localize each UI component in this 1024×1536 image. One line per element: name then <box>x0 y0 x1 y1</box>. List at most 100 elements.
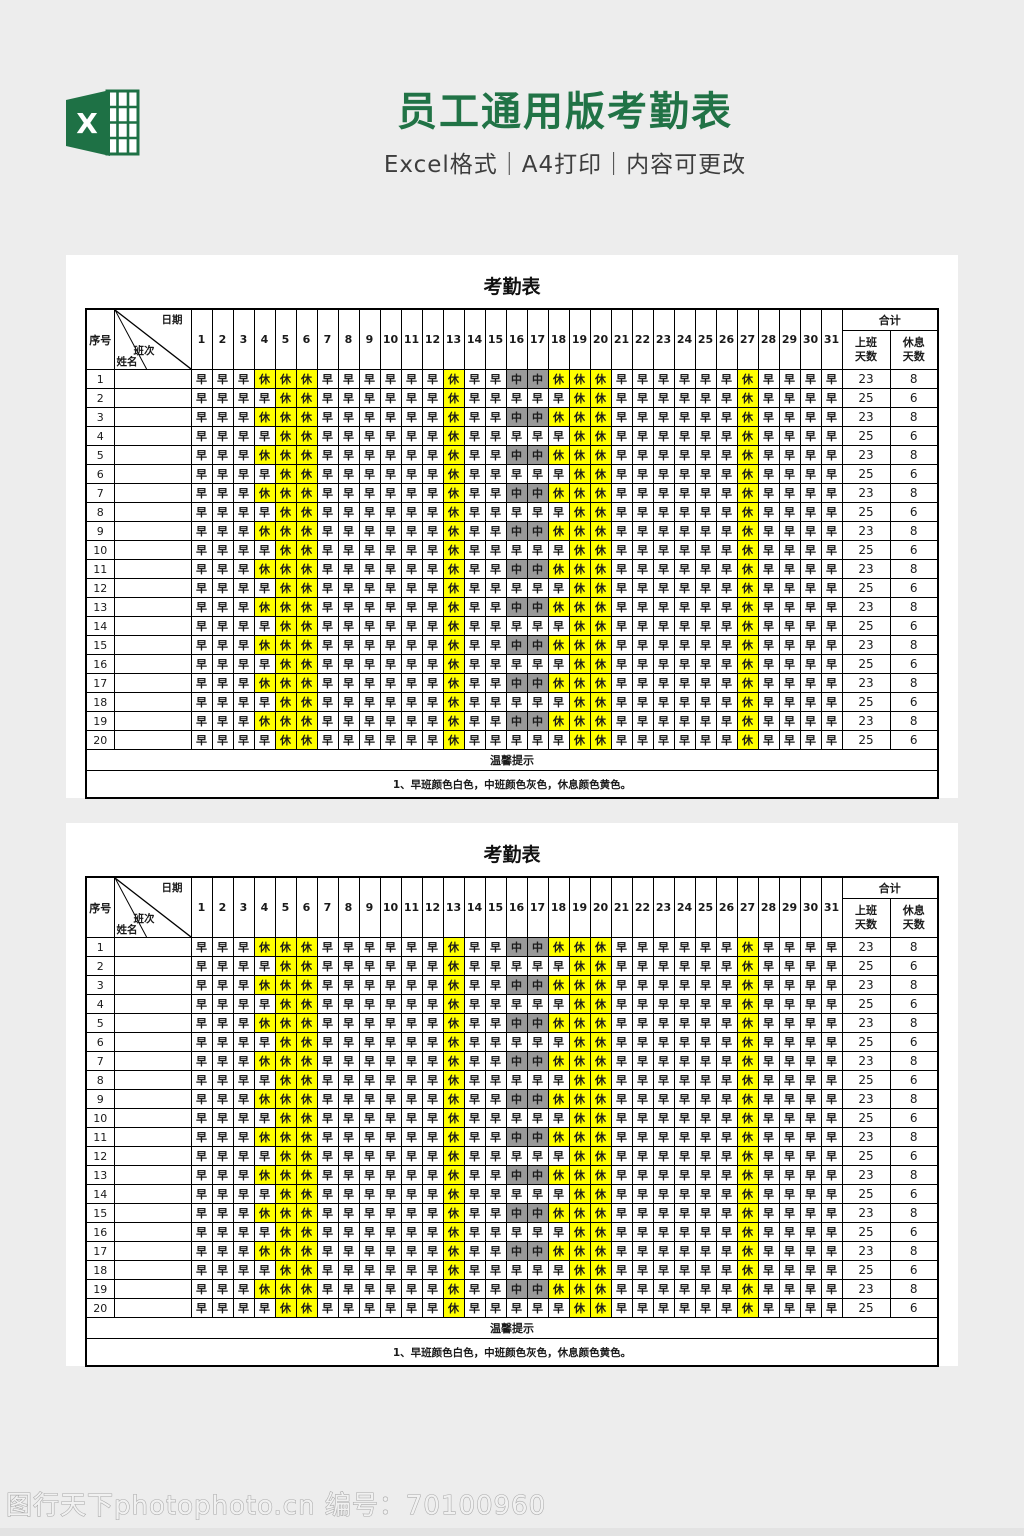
shift-cell: 休 <box>589 1260 612 1280</box>
shift-cell: 早 <box>316 388 339 408</box>
employee-row: 6 早早早早休休早早早早早早休早早早早早休休早早早早早早休早早早早 25 6 <box>85 464 939 484</box>
shift-cell: 早 <box>190 464 213 484</box>
shift-cell: 休 <box>274 1089 297 1109</box>
shift-cell: 休 <box>274 369 297 389</box>
shift-cell: 早 <box>316 1146 339 1166</box>
shift-cell: 早 <box>694 1203 717 1223</box>
shift-cell: 休 <box>547 937 570 957</box>
shift-cell: 早 <box>190 1032 213 1052</box>
shift-cell: 早 <box>799 1241 822 1261</box>
shift-cell: 早 <box>610 616 633 636</box>
shift-cell: 早 <box>631 1279 654 1299</box>
shift-cell: 休 <box>589 673 612 693</box>
shift-cell: 早 <box>358 975 381 995</box>
tip-note: 1、早班颜色白色，中班颜色灰色，休息颜色黄色。 <box>85 770 939 799</box>
shift-cell: 早 <box>694 1051 717 1071</box>
shift-cell: 休 <box>442 616 465 636</box>
shift-cell: 早 <box>694 1089 717 1109</box>
shift-cell: 早 <box>694 654 717 674</box>
shift-cell: 早 <box>463 937 486 957</box>
shift-cell: 早 <box>463 1146 486 1166</box>
employee-name-cell <box>113 502 192 522</box>
shift-cell: 早 <box>400 445 423 465</box>
shift-cell: 早 <box>673 426 696 446</box>
shift-cell: 早 <box>421 559 444 579</box>
shift-cell: 早 <box>400 1146 423 1166</box>
shift-cell: 早 <box>778 692 801 712</box>
shift-cell: 早 <box>505 1108 528 1128</box>
work-days-value: 25 <box>841 1260 891 1280</box>
shift-cell: 早 <box>358 407 381 427</box>
shift-cell: 中 <box>505 483 528 503</box>
shift-cell: 休 <box>442 502 465 522</box>
shift-cell: 早 <box>547 1108 570 1128</box>
shift-cell: 休 <box>295 540 318 560</box>
shift-cell: 休 <box>253 1203 276 1223</box>
shift-cell: 早 <box>715 1241 738 1261</box>
shift-cell: 中 <box>505 1165 528 1185</box>
shift-cell: 休 <box>442 654 465 674</box>
shift-cell: 休 <box>295 1127 318 1147</box>
shift-cell: 早 <box>631 616 654 636</box>
shift-cell: 早 <box>673 597 696 617</box>
shift-cell: 早 <box>631 692 654 712</box>
work-days-value: 23 <box>841 559 891 579</box>
shift-cell: 早 <box>484 1089 507 1109</box>
day-header: 21 <box>610 308 633 370</box>
shift-cell: 休 <box>274 559 297 579</box>
shift-cell: 早 <box>211 1146 234 1166</box>
shift-cell: 早 <box>547 1032 570 1052</box>
shift-cell: 早 <box>631 1127 654 1147</box>
shift-cell: 早 <box>673 1165 696 1185</box>
shift-cell: 早 <box>631 369 654 389</box>
shift-cell: 早 <box>715 692 738 712</box>
shift-cell: 早 <box>778 1013 801 1033</box>
shift-cell: 早 <box>715 1089 738 1109</box>
corner-name-label: 姓名 <box>116 924 138 936</box>
shift-cell: 早 <box>694 407 717 427</box>
shift-cell: 早 <box>337 1184 360 1204</box>
shift-cell: 早 <box>505 616 528 636</box>
shift-cell: 中 <box>505 1089 528 1109</box>
shift-cell: 早 <box>799 1070 822 1090</box>
shift-cell: 早 <box>232 1127 255 1147</box>
shift-cell: 早 <box>421 407 444 427</box>
shift-cell: 早 <box>463 956 486 976</box>
shift-cell: 早 <box>778 597 801 617</box>
shift-cell: 中 <box>526 369 549 389</box>
shift-cell: 早 <box>694 1070 717 1090</box>
shift-cell: 早 <box>379 1241 402 1261</box>
shift-cell: 早 <box>673 388 696 408</box>
shift-cell: 早 <box>337 1298 360 1318</box>
employee-name-cell <box>113 521 192 541</box>
shift-cell: 休 <box>442 1013 465 1033</box>
shift-cell: 早 <box>484 1222 507 1242</box>
shift-cell: 休 <box>253 937 276 957</box>
shift-cell: 早 <box>526 1184 549 1204</box>
shift-cell: 早 <box>211 1070 234 1090</box>
shift-cell: 早 <box>610 1013 633 1033</box>
shift-cell: 早 <box>421 1184 444 1204</box>
shift-cell: 早 <box>799 1089 822 1109</box>
work-days-value: 25 <box>841 426 891 446</box>
shift-cell: 早 <box>820 1184 843 1204</box>
shift-cell: 早 <box>358 1089 381 1109</box>
shift-cell: 早 <box>799 1298 822 1318</box>
shift-cell: 休 <box>736 426 759 446</box>
employee-name-cell <box>113 1070 192 1090</box>
day-header: 12 <box>421 876 444 938</box>
shift-cell: 休 <box>568 711 591 731</box>
shift-cell: 早 <box>316 597 339 617</box>
shift-cell: 早 <box>694 956 717 976</box>
shift-cell: 早 <box>484 388 507 408</box>
shift-cell: 早 <box>757 1203 780 1223</box>
shift-cell: 早 <box>652 597 675 617</box>
shift-cell: 休 <box>589 654 612 674</box>
shift-cell: 早 <box>799 1165 822 1185</box>
day-header: 31 <box>820 876 843 938</box>
shift-cell: 早 <box>358 578 381 598</box>
shift-cell: 休 <box>442 1241 465 1261</box>
shift-cell: 早 <box>232 1013 255 1033</box>
shift-cell: 早 <box>400 407 423 427</box>
rest-days-value: 8 <box>889 1127 939 1147</box>
